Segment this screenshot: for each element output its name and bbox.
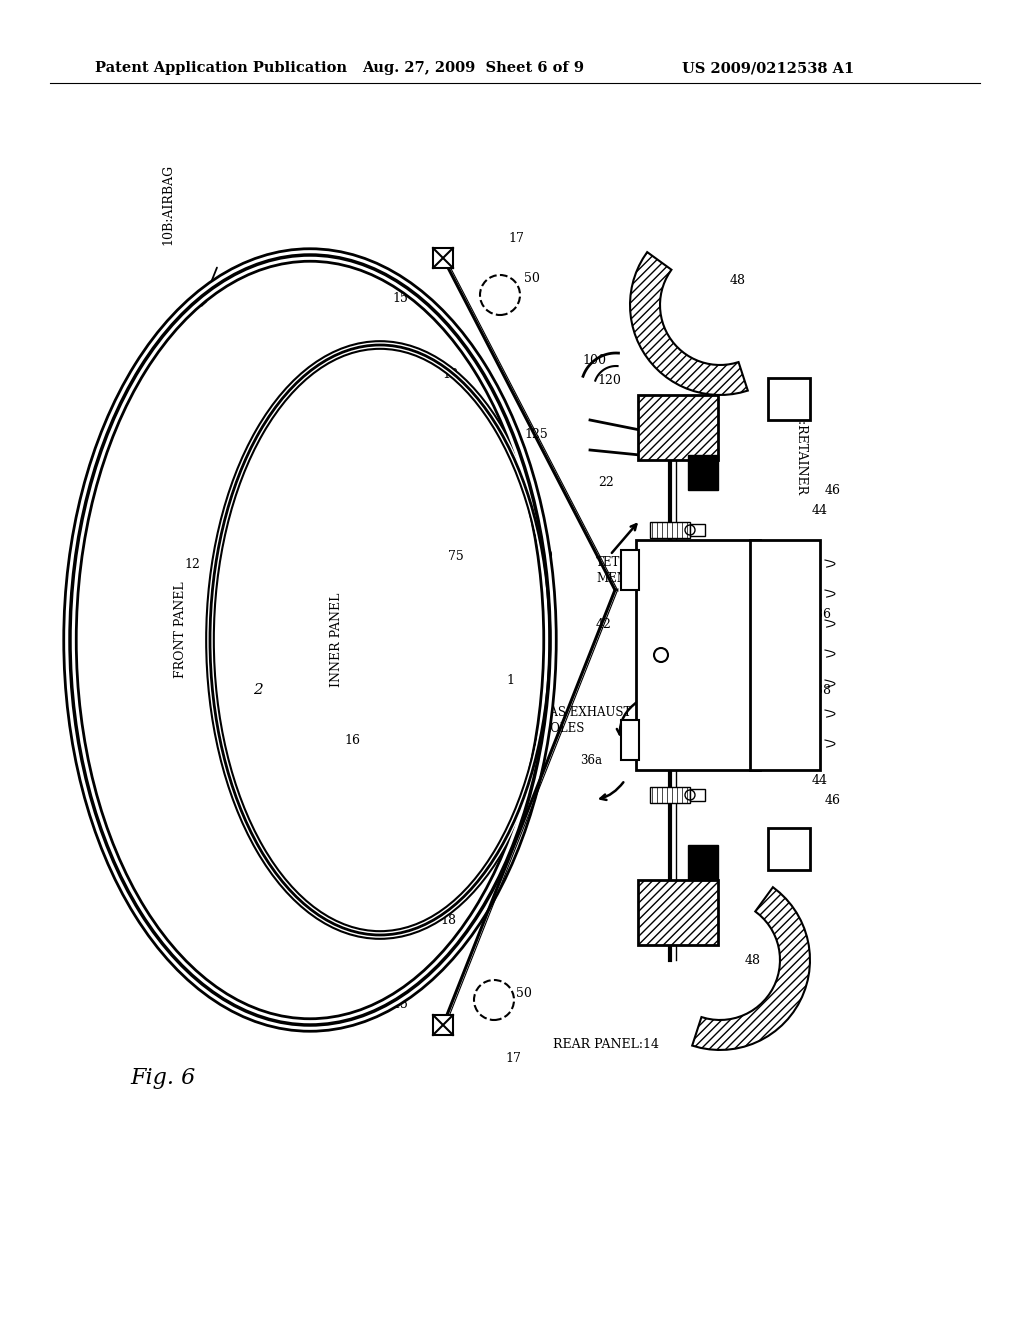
Circle shape xyxy=(480,275,520,315)
Text: 120: 120 xyxy=(597,374,621,387)
Text: 75: 75 xyxy=(449,549,464,562)
Text: REAR PANEL:14: REAR PANEL:14 xyxy=(553,1039,659,1052)
Text: 48: 48 xyxy=(730,273,746,286)
Circle shape xyxy=(474,979,514,1020)
Text: INNER PANEL: INNER PANEL xyxy=(330,593,342,688)
Bar xyxy=(621,550,639,590)
Bar xyxy=(638,395,718,459)
Text: 70: 70 xyxy=(538,549,553,562)
Bar xyxy=(433,1015,453,1035)
Text: 44: 44 xyxy=(812,774,828,787)
Polygon shape xyxy=(630,252,748,395)
Text: 15: 15 xyxy=(392,292,408,305)
Bar xyxy=(768,828,810,870)
Text: 30:RETAINER: 30:RETAINER xyxy=(794,405,807,495)
Text: 36: 36 xyxy=(815,609,831,622)
Bar xyxy=(433,248,453,268)
Text: 16: 16 xyxy=(344,734,360,747)
Text: 12: 12 xyxy=(184,558,200,572)
Text: TETHERING
MEMBER: TETHERING MEMBER xyxy=(596,556,673,585)
Text: 10B:AIRBAG: 10B:AIRBAG xyxy=(162,164,174,246)
Text: 22: 22 xyxy=(598,477,614,490)
Text: Patent Application Publication: Patent Application Publication xyxy=(95,61,347,75)
Bar xyxy=(688,455,718,490)
Text: 38: 38 xyxy=(815,684,831,697)
Text: 36a: 36a xyxy=(690,648,714,661)
Polygon shape xyxy=(692,887,810,1049)
Bar xyxy=(688,845,718,880)
Bar xyxy=(690,789,705,801)
Text: 100: 100 xyxy=(582,354,606,367)
Text: 46: 46 xyxy=(825,793,841,807)
Bar xyxy=(768,378,810,420)
Bar xyxy=(621,719,639,760)
Text: Fig. 6: Fig. 6 xyxy=(130,1067,196,1089)
Text: 17: 17 xyxy=(505,1052,521,1064)
Bar xyxy=(750,540,820,770)
Bar xyxy=(636,540,760,770)
Text: 46: 46 xyxy=(825,483,841,496)
Text: 50: 50 xyxy=(516,987,531,1001)
Text: GAS EXHAUST
HOLES: GAS EXHAUST HOLES xyxy=(540,705,632,734)
Text: 1: 1 xyxy=(506,673,514,686)
Text: 50: 50 xyxy=(524,272,540,285)
Text: 17: 17 xyxy=(508,231,524,244)
Bar xyxy=(638,880,718,945)
Text: US 2009/0212538 A1: US 2009/0212538 A1 xyxy=(682,61,854,75)
Text: 42: 42 xyxy=(596,619,612,631)
Text: 36a: 36a xyxy=(580,754,602,767)
Text: 2: 2 xyxy=(253,682,263,697)
Text: 15: 15 xyxy=(392,998,408,1011)
Bar xyxy=(650,787,690,803)
Text: 18: 18 xyxy=(442,368,458,381)
Text: 44: 44 xyxy=(812,503,828,516)
Text: 18: 18 xyxy=(440,913,456,927)
Bar xyxy=(650,521,690,539)
Text: 48: 48 xyxy=(745,953,761,966)
Bar xyxy=(690,524,705,536)
Text: Aug. 27, 2009  Sheet 6 of 9: Aug. 27, 2009 Sheet 6 of 9 xyxy=(362,61,584,75)
Text: 125: 125 xyxy=(524,429,548,441)
Text: FRONT PANEL: FRONT PANEL xyxy=(173,582,186,678)
